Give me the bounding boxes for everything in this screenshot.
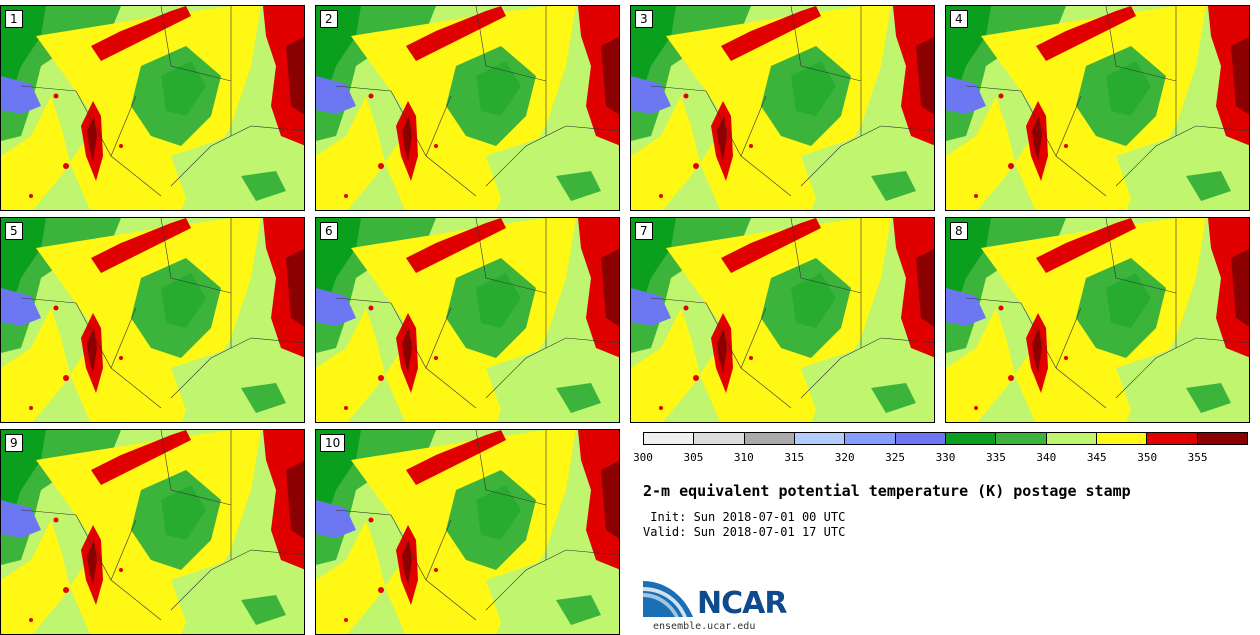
colorbar-segment xyxy=(694,433,745,444)
figure-title: 2-m equivalent potential temperature (K)… xyxy=(643,482,1131,500)
colorbar-segment xyxy=(1046,433,1097,444)
colorbar-tick-label: 335 xyxy=(985,451,1006,464)
member-map xyxy=(946,218,1249,422)
ncar-logo-text: NCAR xyxy=(697,586,787,621)
colorbar-tick-label: 355 xyxy=(1187,451,1208,464)
colorbar-tick-label: 320 xyxy=(834,451,855,464)
colorbar-tick-label: 325 xyxy=(885,451,906,464)
colorbar-segment xyxy=(996,433,1047,444)
member-panel: 1 xyxy=(0,5,305,211)
init-time: Init: Sun 2018-07-01 00 UTC xyxy=(643,510,846,524)
member-panel: 2 xyxy=(315,5,620,211)
ncar-logo-icon xyxy=(643,581,693,617)
colorbar-segment xyxy=(794,433,846,444)
colorbar-tick-label: 310 xyxy=(733,451,754,464)
colorbar-tick-label: 330 xyxy=(935,451,956,464)
member-map xyxy=(946,6,1249,210)
colorbar-tick-label: 345 xyxy=(1086,451,1107,464)
member-panel: 10 xyxy=(315,429,620,635)
member-label: 1 xyxy=(5,10,23,28)
colorbar-tick-label: 350 xyxy=(1137,451,1158,464)
member-panel: 4 xyxy=(945,5,1250,211)
colorbar-segment xyxy=(895,433,946,444)
member-map xyxy=(1,218,304,422)
member-map xyxy=(631,6,934,210)
colorbar-tick-label: 300 xyxy=(633,451,653,464)
colorbar-segment xyxy=(845,433,896,444)
member-label: 9 xyxy=(5,434,23,452)
colorbar-segment xyxy=(1197,433,1247,444)
member-label: 3 xyxy=(635,10,653,28)
member-label: 7 xyxy=(635,222,653,240)
colorbar-tick-label: 315 xyxy=(784,451,805,464)
member-label: 8 xyxy=(950,222,968,240)
colorbar-segment xyxy=(744,433,795,444)
member-map xyxy=(631,218,934,422)
valid-time: Valid: Sun 2018-07-01 17 UTC xyxy=(643,525,846,539)
member-map xyxy=(1,430,304,634)
member-panel: 3 xyxy=(630,5,935,211)
member-panel: 6 xyxy=(315,217,620,423)
colorbar-segment xyxy=(1147,433,1198,444)
member-map xyxy=(316,6,619,210)
member-map xyxy=(316,218,619,422)
member-panel: 7 xyxy=(630,217,935,423)
member-panel: 5 xyxy=(0,217,305,423)
member-panel: 8 xyxy=(945,217,1250,423)
member-label: 2 xyxy=(320,10,338,28)
colorbar xyxy=(643,432,1248,445)
member-map xyxy=(316,430,619,634)
member-panel: 9 xyxy=(0,429,305,635)
logo-url: ensemble.ucar.edu xyxy=(653,621,756,632)
colorbar-tick-label: 305 xyxy=(683,451,704,464)
member-label: 4 xyxy=(950,10,968,28)
colorbar-segment xyxy=(644,433,695,444)
member-map xyxy=(1,6,304,210)
colorbar-segment xyxy=(1096,433,1148,444)
member-label: 5 xyxy=(5,222,23,240)
member-label: 6 xyxy=(320,222,338,240)
colorbar-tick-label: 340 xyxy=(1036,451,1057,464)
member-label: 10 xyxy=(320,434,346,452)
colorbar-segment xyxy=(945,433,997,444)
